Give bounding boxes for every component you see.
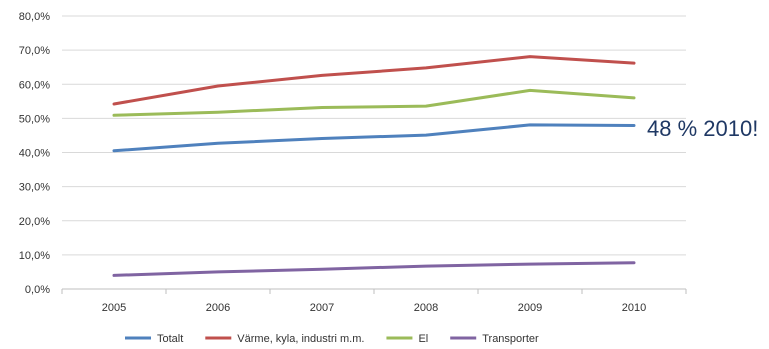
x-tick-label: 2009 bbox=[518, 302, 542, 314]
x-axis-ticks: 2005 2006 2007 2008 2009 2010 bbox=[61, 289, 687, 314]
y-tick-label: 0,0% bbox=[25, 284, 50, 296]
x-tick-label: 2007 bbox=[310, 302, 334, 314]
y-tick-label: 10,0% bbox=[19, 250, 50, 262]
x-tick-label: 2006 bbox=[206, 302, 230, 314]
gridlines bbox=[62, 15, 686, 290]
legend-label: El bbox=[418, 333, 428, 345]
series-line-1 bbox=[112, 55, 636, 106]
y-tick-label: 80,0% bbox=[19, 11, 50, 23]
series-lines bbox=[112, 55, 636, 277]
series-line-3 bbox=[112, 261, 636, 277]
legend-label: Totalt bbox=[157, 333, 183, 345]
y-tick-label: 60,0% bbox=[19, 79, 50, 91]
y-tick-label: 20,0% bbox=[19, 216, 50, 228]
x-tick-label: 2010 bbox=[622, 302, 646, 314]
legend: Totalt Värme, kyla, industri m.m. El Transp… bbox=[125, 333, 539, 345]
y-tick-label: 70,0% bbox=[19, 45, 50, 57]
legend-label: Transporter bbox=[482, 333, 539, 345]
y-tick-label: 40,0% bbox=[19, 148, 50, 160]
annotation-label: 48 % 2010! bbox=[647, 116, 758, 141]
series-line-2 bbox=[112, 88, 636, 117]
x-tick-label: 2005 bbox=[102, 302, 126, 314]
x-tick-label: 2008 bbox=[414, 302, 438, 314]
y-tick-label: 50,0% bbox=[19, 113, 50, 125]
legend-label: Värme, kyla, industri m.m. bbox=[237, 333, 364, 345]
y-axis-ticks: 0,0% 10,0% 20,0% 30,0% 40,0% 50,0% 60,0% 70,0% 8… bbox=[19, 11, 50, 296]
series-line-0 bbox=[112, 123, 636, 153]
y-tick-label: 30,0% bbox=[19, 182, 50, 194]
